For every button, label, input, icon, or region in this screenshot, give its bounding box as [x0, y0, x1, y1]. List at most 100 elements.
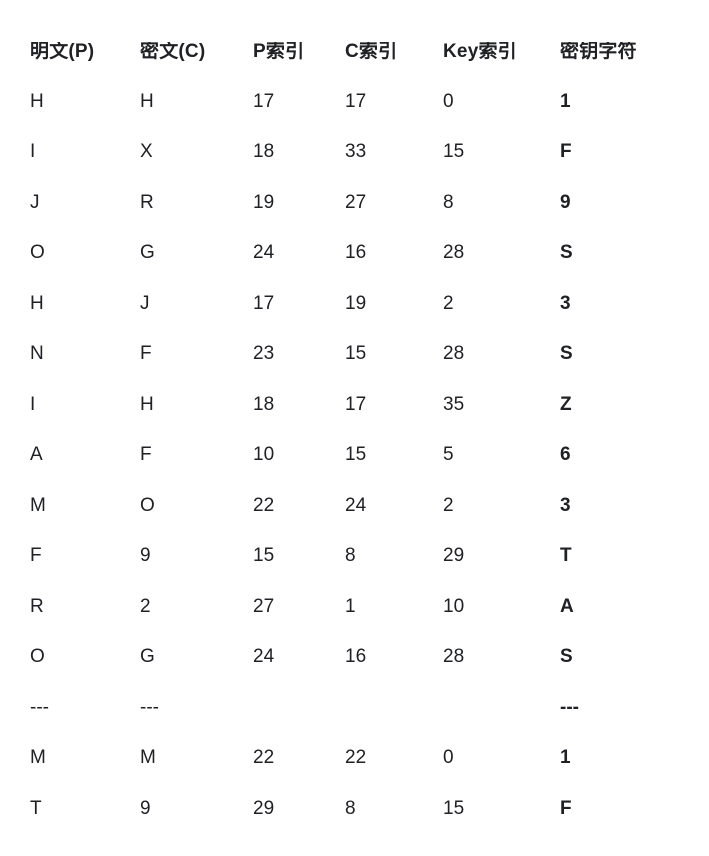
table-row: A F 10 15 5 6 — [30, 430, 709, 481]
table-cell: 27 — [345, 192, 367, 212]
table-cell: 1 — [345, 596, 356, 616]
table-cell: M — [140, 748, 156, 768]
table-cell: 17 — [345, 91, 367, 111]
table-cell: I — [30, 142, 36, 162]
table-cell: 19 — [345, 293, 367, 313]
table-cell: F — [30, 546, 42, 566]
table-cell: 29 — [443, 546, 465, 566]
table-row: M M 22 22 0 1 — [30, 733, 709, 784]
table-cell: 17 — [253, 293, 275, 313]
table-cell: 28 — [443, 344, 465, 364]
table-cell: 16 — [345, 647, 367, 667]
table-row: O G 24 16 28 S — [30, 632, 709, 683]
table-cell: 15 — [345, 445, 367, 465]
table-cell: H — [30, 293, 44, 313]
header-cell-1: 密文(C) — [140, 42, 206, 61]
table-row: O G 24 16 28 S — [30, 228, 709, 279]
table-cell: I — [30, 394, 36, 414]
table-cell: 18 — [253, 394, 275, 414]
table-cell: 24 — [253, 647, 275, 667]
table-row: J R 19 27 8 9 — [30, 177, 709, 228]
table-cell: M — [30, 748, 46, 768]
table-cell: N — [30, 344, 44, 364]
table-cell: 2 — [443, 495, 454, 515]
table-row: --- --- --- — [30, 682, 709, 733]
table-cell: O — [30, 647, 45, 667]
table-cell: H — [140, 91, 154, 111]
table-cell: F — [140, 445, 152, 465]
table-cell: 28 — [443, 647, 465, 667]
table-cell: G — [140, 243, 155, 263]
table-cell: O — [140, 495, 155, 515]
table-cell: X — [140, 142, 153, 162]
header-cell-0: 明文(P) — [30, 42, 95, 61]
header-cell-2: P索引 — [253, 42, 305, 61]
table-cell: 15 — [345, 344, 367, 364]
key-char-cell: S — [560, 243, 573, 263]
table-cell: G — [140, 647, 155, 667]
table-cell: --- — [30, 697, 49, 717]
table-cell: 8 — [345, 546, 356, 566]
table-cell: 15 — [443, 798, 465, 818]
key-char-cell: F — [560, 142, 572, 162]
table-cell: 0 — [443, 748, 454, 768]
table-row: T 9 29 8 15 F — [30, 783, 709, 834]
table-row: R 2 27 1 10 A — [30, 581, 709, 632]
key-char-cell: T — [560, 546, 572, 566]
header-cell-4: Key索引 — [443, 42, 517, 61]
key-char-cell: 9 — [560, 192, 571, 212]
table-cell: 2 — [443, 293, 454, 313]
table-header-row: 明文(P) 密文(C) P索引 C索引 Key索引 密钥字符 — [30, 27, 709, 76]
table-row: M O 22 24 2 3 — [30, 480, 709, 531]
table-cell: R — [30, 596, 44, 616]
table-cell: 35 — [443, 394, 465, 414]
table-cell: --- — [140, 697, 159, 717]
table-cell: 22 — [253, 748, 275, 768]
key-char-cell: S — [560, 647, 573, 667]
table-cell: 9 — [140, 798, 151, 818]
key-char-cell: F — [560, 798, 572, 818]
table-cell: 15 — [443, 142, 465, 162]
table-row: F 9 15 8 29 T — [30, 531, 709, 582]
header-cell-3: C索引 — [345, 42, 398, 61]
table-cell: 17 — [253, 91, 275, 111]
table-cell: 8 — [345, 798, 356, 818]
table-cell: T — [30, 798, 42, 818]
key-char-cell: Z — [560, 394, 572, 414]
table-row: H J 17 19 2 3 — [30, 278, 709, 329]
key-char-cell: S — [560, 344, 573, 364]
table-cell: H — [140, 394, 154, 414]
table-cell: 8 — [443, 192, 454, 212]
table-row: H H 17 17 0 1 — [30, 76, 709, 127]
table-cell: 10 — [253, 445, 275, 465]
table-cell: 5 — [443, 445, 454, 465]
key-char-cell: 1 — [560, 748, 571, 768]
table-cell: 9 — [140, 546, 151, 566]
table-cell: J — [30, 192, 40, 212]
table-cell: 27 — [253, 596, 275, 616]
table-cell: 10 — [443, 596, 465, 616]
table-cell: 18 — [253, 142, 275, 162]
table-cell: 15 — [253, 546, 275, 566]
key-char-cell: A — [560, 596, 574, 616]
table-cell: A — [30, 445, 43, 465]
table-cell: M — [30, 495, 46, 515]
table-cell: 19 — [253, 192, 275, 212]
table-cell: H — [30, 91, 44, 111]
table-row: I H 18 17 35 Z — [30, 379, 709, 430]
key-char-cell: 3 — [560, 293, 571, 313]
table-body: H H 17 17 0 1 I X 18 33 15 F J R 19 27 8 9 O G 24 16 28 S H J 17 19… — [30, 76, 709, 834]
key-char-cell: 1 — [560, 91, 571, 111]
table-cell: 28 — [443, 243, 465, 263]
table-cell: 17 — [345, 394, 367, 414]
table-cell: 16 — [345, 243, 367, 263]
table-cell: J — [140, 293, 150, 313]
table-cell: O — [30, 243, 45, 263]
table-cell: 22 — [253, 495, 275, 515]
table-cell: F — [140, 344, 152, 364]
cipher-mapping-table: 明文(P) 密文(C) P索引 C索引 Key索引 密钥字符 H H 17 17 0 1 I X 18 33… — [30, 27, 709, 834]
table-cell: R — [140, 192, 154, 212]
table-cell: 24 — [253, 243, 275, 263]
table-cell: 22 — [345, 748, 367, 768]
table-cell: 24 — [345, 495, 367, 515]
